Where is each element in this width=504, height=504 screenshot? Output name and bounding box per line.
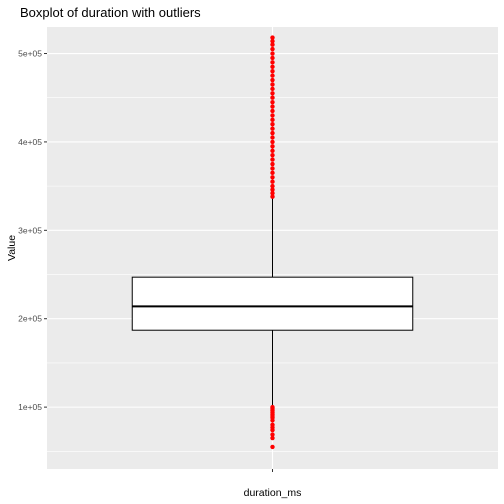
outlier-point	[270, 46, 275, 52]
outlier-point	[270, 432, 275, 437]
outlier-point	[270, 139, 275, 145]
outlier-point	[270, 135, 275, 140]
outlier-point	[270, 117, 275, 123]
outlier-point	[270, 108, 275, 114]
outlier-point	[270, 175, 275, 180]
outlier-point	[270, 64, 275, 69]
outlier-point	[270, 435, 275, 441]
outlier-point	[270, 91, 275, 96]
x-axis-ticks: duration_ms	[244, 469, 302, 499]
outlier-point	[270, 86, 275, 92]
outlier-point	[270, 82, 275, 87]
outlier-point	[270, 444, 275, 450]
outlier-point	[270, 99, 275, 105]
outlier-point	[270, 38, 275, 44]
y-tick-label: 5e+05	[18, 49, 42, 59]
chart-title: Boxplot of duration with outliers	[20, 5, 201, 20]
outlier-point	[270, 77, 275, 83]
outlier-point	[270, 113, 275, 118]
outlier-point	[270, 51, 275, 56]
outlier-point	[270, 104, 275, 109]
plot-marks	[131, 35, 414, 450]
outlier-point	[270, 190, 275, 196]
x-category-label: duration_ms	[244, 487, 302, 499]
outlier-point	[270, 427, 275, 433]
y-tick-label: 2e+05	[18, 314, 42, 324]
outlier-point	[270, 183, 275, 189]
outlier-point	[270, 161, 275, 167]
outlier-point	[270, 166, 275, 171]
outlier-point	[270, 194, 275, 199]
outlier-point	[270, 122, 275, 127]
y-axis-ticks: 1e+05 2e+05 3e+05 4e+05 5e+05	[18, 49, 47, 412]
outlier-point	[270, 95, 275, 100]
outlier-point	[270, 60, 275, 65]
outlier-point	[270, 179, 275, 184]
iqr-box	[131, 276, 414, 331]
outlier-point	[270, 152, 275, 158]
outlier-point	[270, 418, 275, 423]
outlier-point	[270, 42, 275, 47]
y-tick-label: 1e+05	[18, 402, 42, 412]
outlier-point	[270, 157, 275, 162]
outlier-point	[270, 55, 275, 61]
outlier-point	[270, 130, 275, 136]
outlier-point	[270, 187, 275, 192]
y-tick-label: 3e+05	[18, 225, 42, 235]
outlier-point	[270, 144, 275, 149]
y-axis-label: Value	[6, 235, 18, 261]
outlier-point	[270, 148, 275, 153]
outlier-point	[270, 35, 275, 40]
outlier-point	[270, 170, 275, 176]
outlier-point	[270, 126, 275, 131]
y-tick-label: 4e+05	[18, 137, 42, 147]
outlier-point	[270, 69, 275, 74]
outlier-point	[270, 73, 275, 78]
